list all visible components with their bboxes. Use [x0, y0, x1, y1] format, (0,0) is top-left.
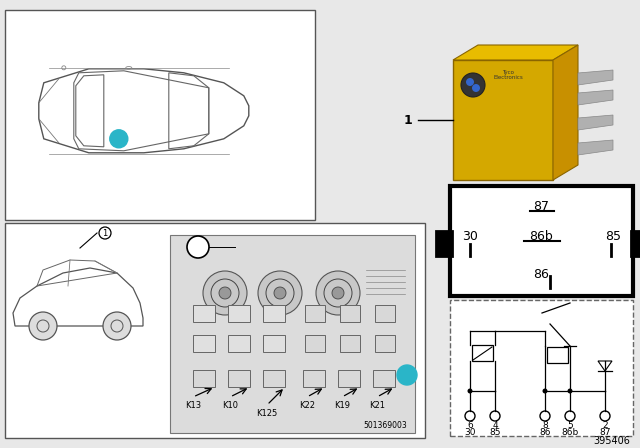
- Polygon shape: [578, 115, 613, 130]
- Text: 6: 6: [467, 421, 473, 430]
- Circle shape: [203, 271, 247, 315]
- Text: 85: 85: [605, 229, 621, 242]
- Bar: [228, 370, 250, 387]
- Bar: [263, 370, 285, 387]
- Text: K13: K13: [185, 401, 201, 409]
- Bar: [170, 235, 415, 433]
- Text: 86: 86: [534, 267, 549, 280]
- Circle shape: [543, 388, 547, 393]
- Circle shape: [467, 388, 472, 393]
- Polygon shape: [453, 45, 578, 60]
- Bar: [303, 370, 325, 387]
- Bar: [263, 335, 285, 352]
- Text: 85: 85: [489, 427, 500, 436]
- Bar: [338, 370, 360, 387]
- Circle shape: [332, 287, 344, 299]
- Polygon shape: [578, 140, 613, 155]
- Text: 395406: 395406: [593, 436, 630, 446]
- Circle shape: [110, 130, 128, 148]
- Text: 30: 30: [464, 427, 476, 436]
- Text: K22: K22: [299, 401, 315, 409]
- Circle shape: [187, 236, 209, 258]
- Bar: [5, 10, 315, 220]
- Bar: [472, 345, 493, 361]
- Bar: [375, 305, 395, 322]
- Text: 1: 1: [195, 242, 202, 252]
- Polygon shape: [578, 90, 613, 105]
- Text: 4: 4: [492, 421, 498, 430]
- Polygon shape: [553, 45, 578, 180]
- Circle shape: [397, 365, 417, 385]
- Text: 1: 1: [115, 134, 122, 144]
- Circle shape: [103, 312, 131, 340]
- Bar: [547, 347, 568, 363]
- Ellipse shape: [472, 84, 480, 92]
- Bar: [305, 305, 325, 322]
- Bar: [450, 300, 633, 436]
- Circle shape: [461, 73, 485, 97]
- Ellipse shape: [466, 78, 474, 86]
- Bar: [450, 186, 633, 296]
- Text: 87: 87: [534, 199, 550, 212]
- Text: Tyco
Electronics: Tyco Electronics: [493, 69, 523, 80]
- Bar: [340, 305, 360, 322]
- Circle shape: [219, 287, 231, 299]
- Circle shape: [274, 287, 286, 299]
- Text: 1: 1: [404, 370, 410, 380]
- Circle shape: [568, 388, 573, 393]
- Bar: [631, 231, 640, 256]
- Bar: [193, 370, 215, 387]
- Text: 1: 1: [404, 113, 412, 126]
- Text: K125: K125: [257, 409, 278, 418]
- Bar: [263, 305, 285, 322]
- Text: 87: 87: [599, 427, 611, 436]
- Bar: [453, 60, 553, 180]
- Bar: [436, 231, 452, 256]
- Text: 30: 30: [462, 229, 478, 242]
- Polygon shape: [578, 70, 613, 85]
- Bar: [375, 335, 395, 352]
- Bar: [305, 335, 325, 352]
- Text: 2: 2: [602, 421, 608, 430]
- Circle shape: [258, 271, 302, 315]
- Text: 501369003: 501369003: [364, 421, 407, 430]
- Text: K19: K19: [334, 401, 350, 409]
- Text: 8: 8: [542, 421, 548, 430]
- Bar: [228, 305, 250, 322]
- Text: 5: 5: [567, 421, 573, 430]
- Circle shape: [29, 312, 57, 340]
- Text: 86: 86: [540, 427, 551, 436]
- Bar: [5, 223, 425, 438]
- Circle shape: [316, 271, 360, 315]
- Bar: [193, 305, 215, 322]
- Text: K10: K10: [222, 401, 238, 409]
- Text: K21: K21: [369, 401, 385, 409]
- Bar: [193, 335, 215, 352]
- Bar: [228, 335, 250, 352]
- Bar: [373, 370, 395, 387]
- Text: 1: 1: [102, 228, 108, 237]
- Bar: [340, 335, 360, 352]
- Text: 86b: 86b: [530, 229, 554, 242]
- Text: 86b: 86b: [561, 427, 579, 436]
